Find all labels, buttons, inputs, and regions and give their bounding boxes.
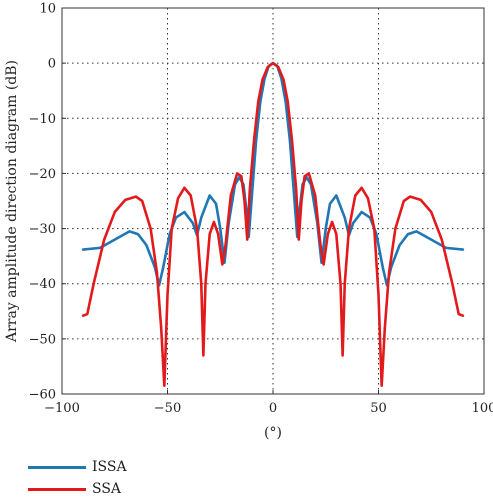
legend: ISSA SSA bbox=[28, 456, 127, 500]
x-tick-labels: −100 −50 0 50 100 bbox=[44, 390, 493, 416]
y-tick-label: −40 bbox=[29, 277, 56, 292]
x-tick-label: −50 bbox=[154, 401, 181, 416]
y-tick-label: 10 bbox=[39, 2, 56, 17]
y-tick-label: −20 bbox=[29, 167, 56, 182]
legend-item-ssa: SSA bbox=[28, 478, 127, 500]
x-axis-title: (°) bbox=[264, 425, 282, 441]
y-axis-title: Array amplitude direction diagram (dB) bbox=[4, 60, 20, 343]
y-tick-label: −10 bbox=[29, 112, 56, 127]
legend-label-ssa: SSA bbox=[92, 481, 122, 497]
y-tick-labels: 10 0 −10 −20 −30 −40 −50 −60 bbox=[29, 2, 66, 403]
line-chart: 100−10−20−30−40−50−60 −100 −50 0 50 100 Arra… bbox=[4, 2, 493, 442]
x-tick-label: −100 bbox=[44, 401, 80, 416]
y-tick-label: −50 bbox=[29, 332, 56, 347]
legend-swatch-ssa bbox=[28, 487, 86, 491]
x-tick-label: 100 bbox=[472, 401, 493, 416]
y-tick-label: −30 bbox=[29, 222, 56, 237]
legend-label-issa: ISSA bbox=[92, 459, 127, 475]
series-line-ssa bbox=[81, 61, 465, 388]
y-tick-label: 0 bbox=[48, 57, 56, 72]
series-lines bbox=[81, 61, 465, 388]
y-tick-label: −60 bbox=[29, 388, 56, 403]
x-tick-label: 0 bbox=[269, 401, 277, 416]
x-tick-label: 50 bbox=[370, 401, 387, 416]
legend-item-issa: ISSA bbox=[28, 456, 127, 478]
legend-swatch-issa bbox=[28, 465, 86, 469]
